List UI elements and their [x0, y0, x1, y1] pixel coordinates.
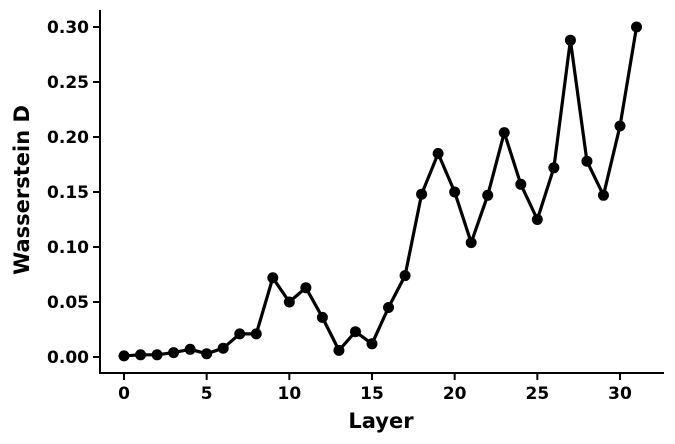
y-tick-label: 0.25 [47, 73, 89, 93]
data-point [399, 270, 411, 282]
data-point [366, 338, 378, 350]
data-point [432, 148, 444, 159]
x-tick-label: 5 [201, 384, 213, 404]
data-point [250, 328, 262, 340]
y-tick-label: 0.00 [47, 348, 89, 368]
data-point [449, 186, 461, 198]
y-axis-label: Wasserstein D [10, 105, 34, 275]
data-point [581, 155, 593, 167]
data-point [151, 349, 163, 361]
y-tick-label: 0.30 [47, 18, 89, 38]
x-tick-label: 25 [525, 384, 549, 404]
data-point [201, 348, 213, 360]
data-point [333, 344, 345, 356]
data-point [168, 347, 180, 359]
x-tick-label: 20 [443, 384, 467, 404]
data-point [631, 21, 643, 33]
data-point [614, 120, 626, 132]
data-point [316, 311, 328, 323]
data-point [118, 350, 130, 362]
y-tick-label: 0.10 [47, 238, 89, 258]
y-tick-label: 0.05 [47, 293, 89, 313]
data-point [416, 188, 428, 200]
data-point [564, 34, 576, 46]
data-point [300, 282, 312, 294]
y-tick-label: 0.15 [47, 183, 89, 203]
data-point [597, 189, 609, 201]
data-point [135, 349, 147, 361]
x-tick-label: 15 [360, 384, 384, 404]
data-point [283, 296, 295, 308]
data-point [349, 326, 361, 338]
x-axis-label: Layer [348, 409, 414, 433]
data-point [184, 343, 196, 355]
x-tick-label: 10 [277, 384, 301, 404]
series-line [123, 26, 639, 358]
data-point [234, 328, 246, 340]
data-point [515, 178, 527, 190]
data-point [217, 342, 229, 354]
data-point [267, 272, 279, 284]
data-point [531, 214, 543, 225]
x-tick-label: 30 [608, 384, 632, 404]
data-point [383, 302, 395, 313]
y-tick-label: 0.20 [47, 128, 89, 148]
data-point [548, 162, 560, 174]
data-point [482, 189, 494, 201]
data-point [498, 127, 510, 139]
x-tick-label: 0 [118, 384, 130, 404]
data-point [465, 237, 477, 249]
